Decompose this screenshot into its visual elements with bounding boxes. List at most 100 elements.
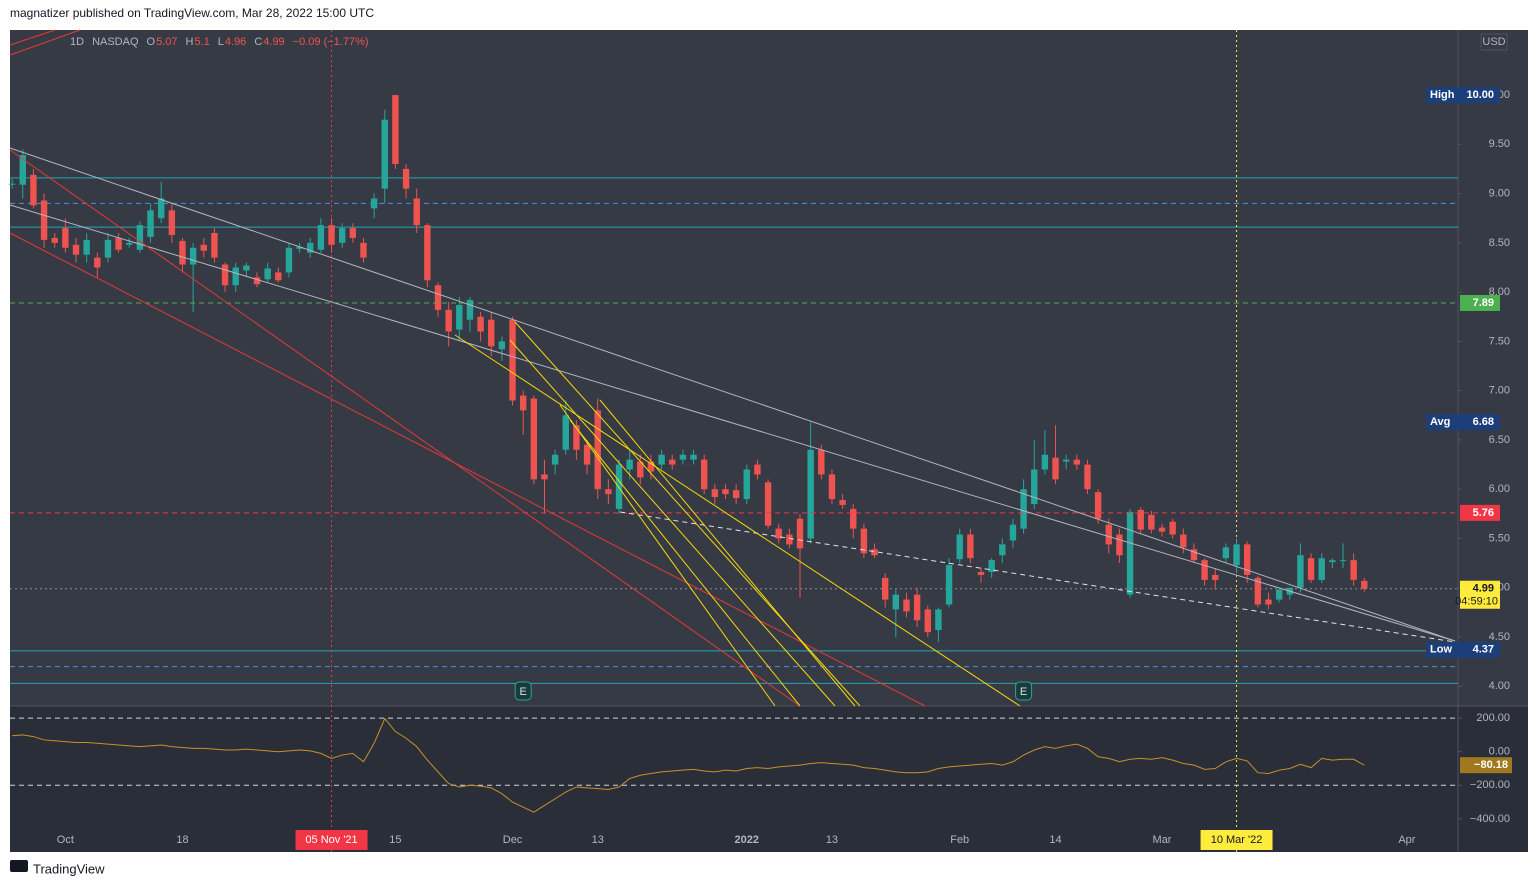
- candle-body: [1148, 514, 1155, 530]
- candle-body: [264, 268, 271, 280]
- candle-body: [860, 528, 868, 554]
- candle-body: [488, 319, 495, 347]
- brand: TradingView: [33, 861, 105, 876]
- earnings-label: E: [520, 686, 527, 698]
- candle-body: [200, 244, 207, 251]
- candle-body: [1137, 509, 1144, 530]
- candle-body: [977, 571, 985, 575]
- last-value-label: −80.18: [1474, 759, 1508, 771]
- ohlc-key: L: [218, 36, 224, 48]
- y-tick-label: −400.00: [1470, 813, 1510, 825]
- candle-body: [945, 565, 953, 605]
- x-tick-label: 2022: [735, 834, 759, 846]
- candle-body: [19, 155, 26, 185]
- candle-body: [690, 454, 697, 460]
- y-tick-label: 200.00: [1476, 712, 1510, 724]
- trendline: [569, 419, 801, 707]
- y-tick-label: −200.00: [1470, 779, 1510, 791]
- candle-body: [1031, 469, 1038, 504]
- x-tick-label: Mar: [1153, 834, 1172, 846]
- candle-body: [1318, 558, 1325, 580]
- price-badge-label: 6.68: [1473, 416, 1494, 428]
- candle-body: [924, 609, 931, 633]
- candle-body: [456, 304, 463, 330]
- candle-body: [466, 300, 474, 320]
- x-tick-label: 15: [389, 834, 401, 846]
- candle-body: [711, 489, 719, 498]
- y-tick-label: 7.50: [1489, 335, 1510, 347]
- earnings-label: E: [1020, 686, 1027, 698]
- candle-body: [83, 239, 90, 255]
- candle-body: [392, 95, 399, 165]
- trendline: [514, 321, 861, 707]
- y-tick-label: 0.00: [1489, 746, 1510, 758]
- trendline: [619, 511, 1456, 643]
- candle-body: [30, 174, 37, 206]
- y-tick-label: 9.00: [1489, 187, 1510, 199]
- candle-body: [732, 490, 740, 499]
- x-tick-label: Feb: [950, 834, 969, 846]
- candle-body: [189, 247, 197, 265]
- cci-line: [12, 717, 1365, 813]
- candle-body: [743, 469, 750, 500]
- candle-body: [562, 415, 569, 450]
- candle-body: [850, 508, 857, 529]
- price-badge-name: Low: [1430, 644, 1452, 656]
- legend-exchange: NASDAQ: [92, 36, 139, 48]
- trendline: [9, 232, 926, 707]
- candle-body: [530, 398, 538, 480]
- candle-body: [136, 225, 144, 250]
- trendlines: [9, 29, 1456, 707]
- candle-body: [498, 341, 506, 350]
- x-tick-label: 18: [176, 834, 188, 846]
- candle-body: [1212, 574, 1219, 580]
- candle-body: [988, 560, 995, 572]
- candle-body: [786, 534, 793, 545]
- trendline: [9, 147, 1456, 642]
- candle-body: [637, 461, 644, 478]
- ohlc-value: 4.96: [225, 36, 246, 48]
- x-tick-label: 13: [592, 834, 604, 846]
- candle-body: [1094, 492, 1102, 519]
- candle-body: [1339, 560, 1347, 562]
- candle-body: [402, 168, 410, 189]
- candle-body: [1243, 544, 1251, 575]
- candle-body: [818, 449, 825, 475]
- candle-body: [999, 544, 1006, 556]
- price-badge-name-bg: [1426, 641, 1460, 658]
- trendline: [9, 204, 1456, 642]
- candle-body: [1073, 459, 1081, 465]
- trendline: [9, 29, 81, 56]
- legend-symbol: 1D: [70, 36, 84, 48]
- currency: USD: [1482, 36, 1505, 48]
- candle-body: [360, 242, 367, 258]
- candle-body: [903, 599, 910, 612]
- candle-body: [669, 459, 676, 465]
- candle-body: [1052, 457, 1059, 480]
- candle-body: [1361, 580, 1368, 589]
- y-tick-label: 5.50: [1489, 532, 1510, 544]
- candle-body: [94, 257, 101, 268]
- ohlc-value: 5.1: [194, 36, 209, 48]
- price-badge: [1460, 294, 1500, 311]
- main-pane: [10, 30, 1528, 706]
- trendline: [9, 29, 56, 46]
- y-tick-label: 8.50: [1489, 237, 1510, 249]
- price-badge-label: 4.37: [1473, 644, 1494, 656]
- candle-body: [296, 246, 303, 249]
- candle-body: [179, 240, 186, 265]
- candle-body: [1105, 524, 1112, 545]
- x-tick-label: 13: [826, 834, 838, 846]
- candle-body: [275, 272, 282, 281]
- candle-body: [51, 237, 58, 243]
- candle-body: [551, 454, 559, 465]
- candle-body: [509, 319, 516, 401]
- candle-body: [1201, 560, 1208, 580]
- candle-body: [956, 534, 963, 560]
- y-tick-label: 9.50: [1489, 138, 1510, 150]
- candle-body: [1297, 555, 1304, 588]
- candle-body: [573, 425, 580, 450]
- price-badge-label: 5.76: [1473, 507, 1494, 519]
- y-tick-label: 6.00: [1489, 483, 1510, 495]
- price-badge-label: 4.99: [1473, 583, 1494, 595]
